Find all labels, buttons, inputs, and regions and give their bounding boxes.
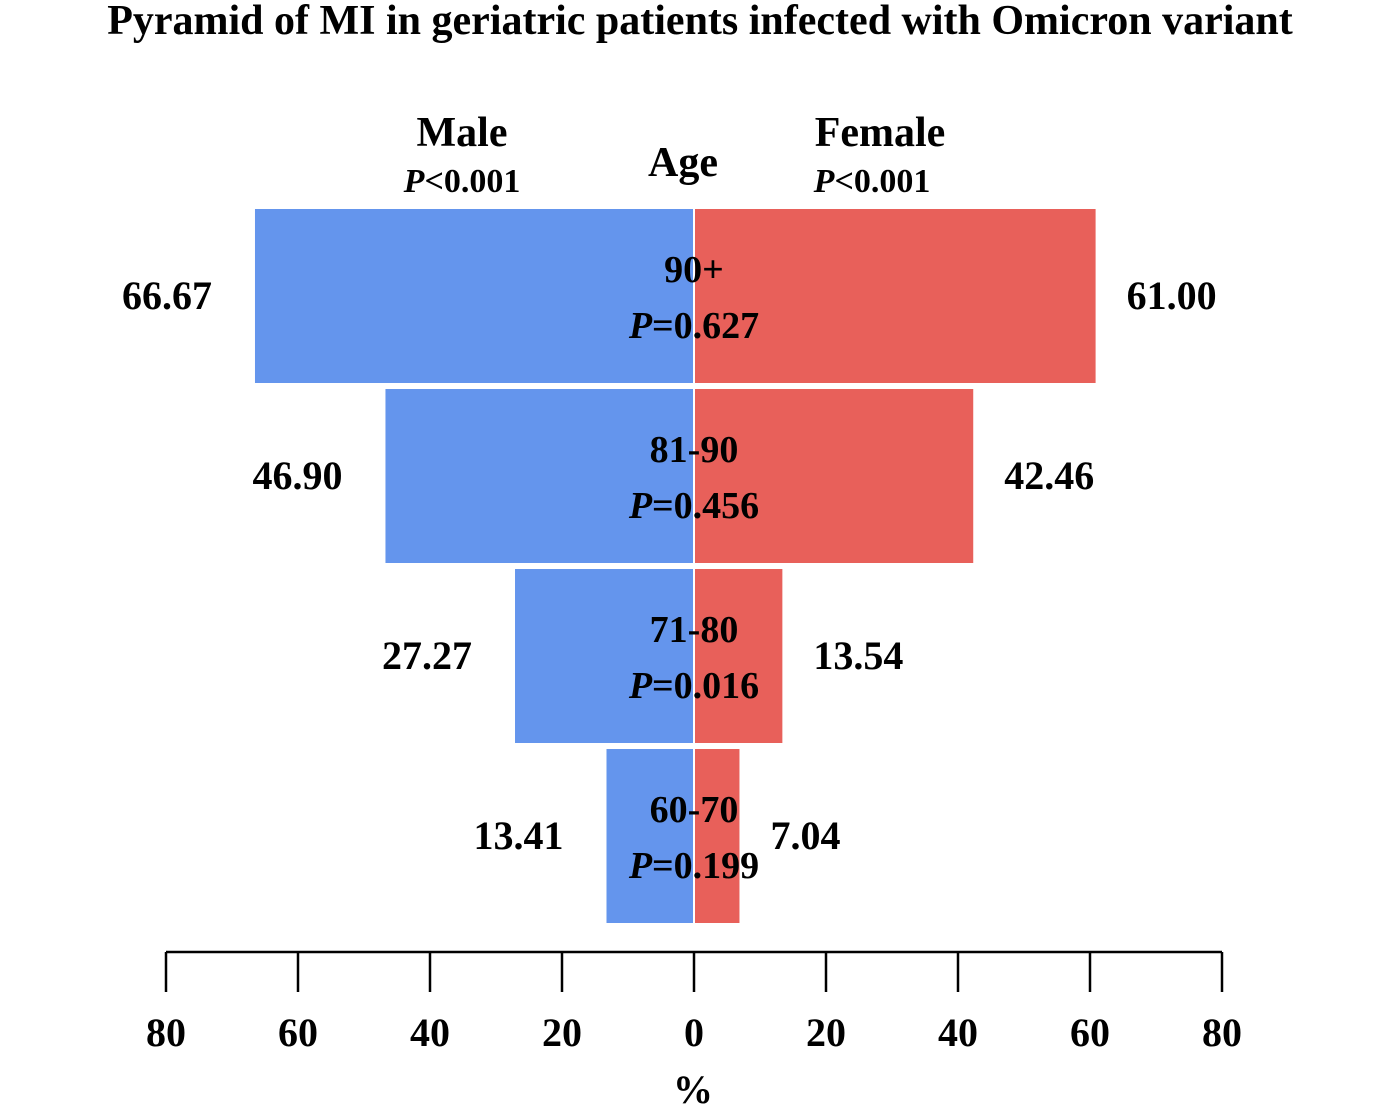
female-group-label: Female <box>815 110 946 156</box>
female-bar-60-70 <box>693 747 742 925</box>
male-p-value: P<0.001 <box>403 163 521 200</box>
female-value-label: 61.00 <box>1127 273 1217 318</box>
male-value-label: 13.41 <box>473 813 563 858</box>
age-p-value: P=0.456 <box>628 485 759 527</box>
age-p-value: P=0.016 <box>628 665 759 707</box>
x-tick-label: 80 <box>1202 1010 1242 1055</box>
age-axis-label: Age <box>648 140 718 186</box>
female-value-label: 7.04 <box>770 813 840 858</box>
female-bar-90+ <box>693 207 1098 385</box>
x-tick-label: 40 <box>410 1010 450 1055</box>
female-value-label: 13.54 <box>813 633 903 678</box>
age-p-value: P=0.199 <box>628 845 759 887</box>
male-group-label: Male <box>417 110 508 156</box>
x-tick-label: 60 <box>1070 1010 1110 1055</box>
labels-layer: 66.67 61.00 90+ P=0.627 46.90 42.46 81-90 P=0.4… <box>122 249 1217 887</box>
age-group-label: 81-90 <box>650 429 739 471</box>
male-bar-71-80 <box>513 567 695 745</box>
male-value-label: 46.90 <box>252 453 342 498</box>
chart-title: Pyramid of MI in geriatric patients infe… <box>107 0 1293 44</box>
age-group-label: 60-70 <box>650 789 739 831</box>
male-bar-81-90 <box>383 387 695 565</box>
x-tick-label: 20 <box>542 1010 582 1055</box>
x-axis: 80 60 40 20 0 20 40 60 80 <box>146 950 1242 1055</box>
female-value-label: 42.46 <box>1004 453 1094 498</box>
x-tick-label: 80 <box>146 1010 186 1055</box>
x-axis-title: % <box>673 1067 713 1112</box>
bars-layer <box>252 207 1098 925</box>
x-tick-label: 40 <box>938 1010 978 1055</box>
female-bar-81-90 <box>693 387 976 565</box>
male-bar-60-70 <box>604 747 696 925</box>
age-p-value: P=0.627 <box>628 305 759 347</box>
age-group-label: 71-80 <box>650 609 739 651</box>
male-bar-90+ <box>252 207 695 385</box>
x-tick-label: 0 <box>684 1010 704 1055</box>
age-group-label: 90+ <box>664 249 724 291</box>
male-value-label: 66.67 <box>122 273 212 318</box>
male-value-label: 27.27 <box>382 633 472 678</box>
x-tick-label: 20 <box>806 1010 846 1055</box>
x-tick-label: 60 <box>278 1010 318 1055</box>
female-p-value: P<0.001 <box>813 163 931 200</box>
female-bar-71-80 <box>693 567 785 745</box>
